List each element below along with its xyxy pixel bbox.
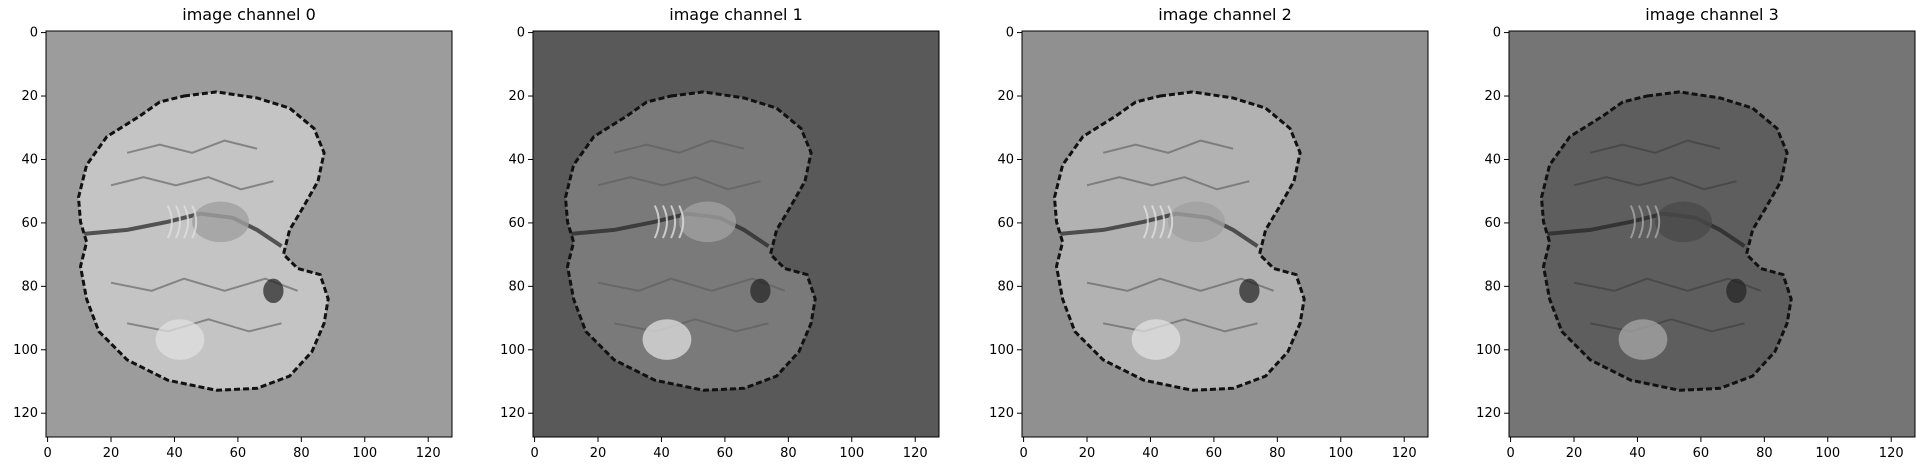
y-tick-label: 20	[21, 89, 38, 104]
y-tick-label: 0	[1493, 26, 1501, 41]
brain-structures	[1545, 139, 1762, 360]
x-tick-label: 60	[1206, 446, 1223, 461]
brain-slice	[563, 90, 817, 392]
x-tick-label: 20	[1566, 446, 1583, 461]
y-tick-label: 120	[500, 406, 525, 421]
x-tick-label: 120	[903, 446, 928, 461]
x-tick-label: 40	[1629, 446, 1646, 461]
y-tick-label: 60	[21, 216, 38, 231]
panel-3: image channel 3 0 20 40 60 80 100 120 0 20 40 60 80 1…	[1476, 5, 1916, 461]
panel-1: image channel 1 0 20 40 60 80 100 120 0 20 40 60 80 1…	[500, 5, 940, 461]
brain-structures	[1058, 139, 1275, 360]
brain-structures	[569, 139, 786, 360]
y-tick-label: 80	[508, 279, 525, 294]
x-tick-label: 0	[530, 446, 538, 461]
x-tick-label: 120	[1879, 446, 1904, 461]
axes-frame	[1508, 30, 1916, 438]
bright-region	[1131, 319, 1181, 360]
y-tick-label: 20	[1484, 89, 1501, 104]
x-tick-label: 80	[1756, 446, 1773, 461]
y-tick-label: 120	[1476, 406, 1501, 421]
brain-slice	[76, 90, 330, 392]
x-tick-label: 20	[1079, 446, 1096, 461]
y-tick-label: 120	[13, 406, 38, 421]
x-tick-label: 60	[1693, 446, 1710, 461]
x-tick-label: 100	[1328, 446, 1353, 461]
x-tick-label: 120	[416, 446, 441, 461]
x-tick-label: 80	[293, 446, 310, 461]
panel-0: image channel 0 0 20 40 60 80 100 120 0 20 40 60 80 1…	[13, 5, 453, 461]
y-tick-label: 40	[21, 152, 38, 167]
y-tick-label: 0	[517, 26, 525, 41]
x-tick-label: 0	[1506, 446, 1514, 461]
y-tick-label: 20	[508, 89, 525, 104]
y-tick-label: 40	[508, 152, 525, 167]
bright-region	[642, 319, 692, 360]
x-tick-label: 20	[103, 446, 120, 461]
panel-2: image channel 2 0 20 40 60 80 100 120 0 20 40 60 80 1…	[989, 5, 1429, 461]
y-tick-label: 40	[1484, 152, 1501, 167]
y-tick-label: 80	[997, 279, 1014, 294]
panel-title: image channel 1	[669, 5, 803, 24]
x-tick-label: 100	[352, 446, 377, 461]
y-tick-label: 100	[500, 343, 525, 358]
x-tick-label: 40	[166, 446, 183, 461]
x-tick-label: 100	[839, 446, 864, 461]
y-tick-label: 60	[997, 216, 1014, 231]
panel-title: image channel 0	[182, 5, 316, 24]
y-tick-label: 20	[997, 89, 1014, 104]
axes-frame	[1021, 30, 1429, 438]
brain-slice	[1052, 90, 1306, 392]
y-tick-label: 80	[1484, 279, 1501, 294]
y-tick-label: 0	[30, 26, 38, 41]
x-tick-label: 100	[1815, 446, 1840, 461]
x-tick-label: 0	[1019, 446, 1027, 461]
axes-frame	[532, 30, 940, 438]
y-tick-label: 100	[13, 343, 38, 358]
x-tick-label: 80	[1269, 446, 1286, 461]
y-tick-label: 120	[989, 406, 1014, 421]
x-tick-label: 120	[1392, 446, 1417, 461]
x-tick-label: 20	[590, 446, 607, 461]
x-tick-label: 40	[1142, 446, 1159, 461]
bright-region	[155, 319, 205, 360]
panel-title: image channel 2	[1158, 5, 1292, 24]
axes-frame	[45, 30, 453, 438]
panel-title: image channel 3	[1645, 5, 1779, 24]
y-tick-label: 80	[21, 279, 38, 294]
brain-slice	[1539, 90, 1793, 392]
x-tick-label: 60	[230, 446, 247, 461]
y-tick-label: 60	[508, 216, 525, 231]
y-tick-label: 0	[1006, 26, 1014, 41]
x-tick-label: 60	[717, 446, 734, 461]
brain-structures	[82, 139, 299, 360]
x-tick-label: 0	[43, 446, 51, 461]
y-tick-label: 60	[1484, 216, 1501, 231]
y-tick-label: 40	[997, 152, 1014, 167]
y-tick-label: 100	[989, 343, 1014, 358]
bright-region	[1618, 319, 1668, 360]
x-tick-label: 80	[780, 446, 797, 461]
y-tick-label: 100	[1476, 343, 1501, 358]
x-tick-label: 40	[653, 446, 670, 461]
